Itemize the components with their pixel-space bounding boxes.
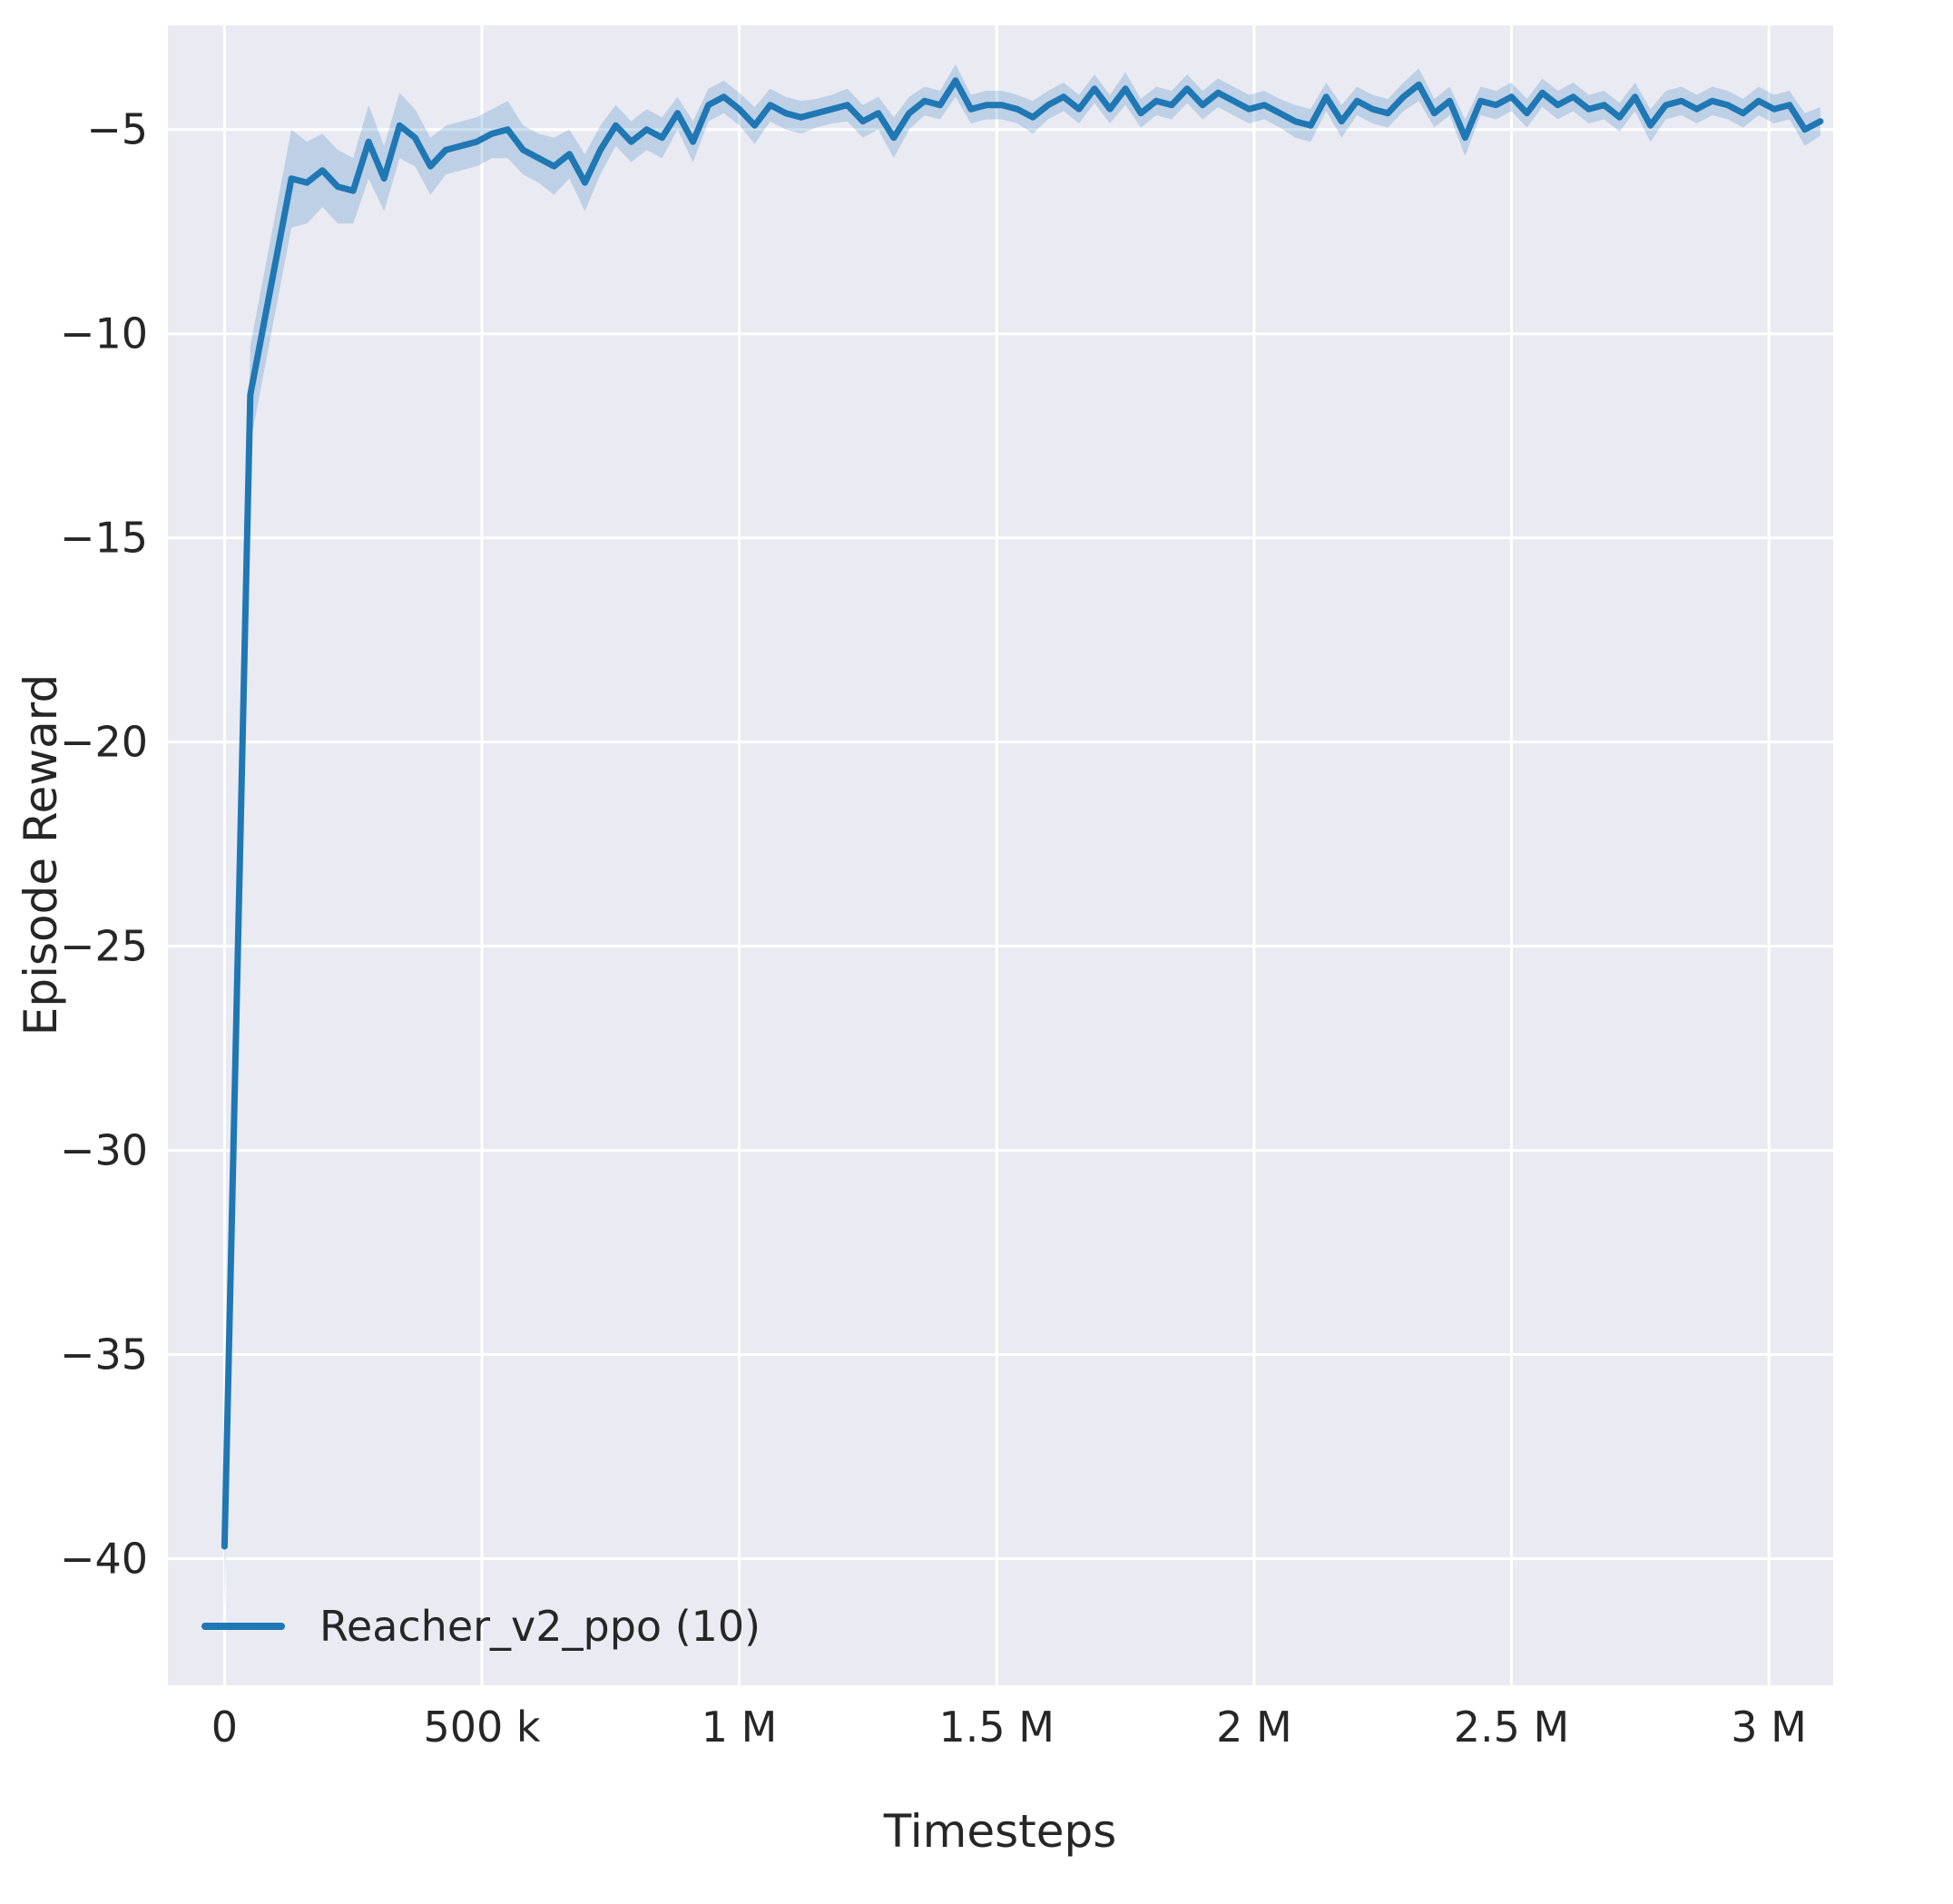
x-tick-label: 1 M [702, 1703, 778, 1752]
x-axis-label: Timesteps [883, 1805, 1117, 1858]
y-tick-label: −30 [60, 1126, 148, 1175]
x-tick-label: 500 k [423, 1703, 540, 1752]
x-tick-label: 2 M [1216, 1703, 1292, 1752]
y-tick-label: −35 [60, 1330, 148, 1379]
x-tick-label: 0 [211, 1703, 238, 1752]
y-tick-label: −5 [86, 105, 148, 154]
series-line [221, 77, 1824, 1550]
y-tick-label: −10 [60, 309, 148, 358]
legend-label: Reacher_v2_ppo (10) [319, 1602, 761, 1651]
x-tick-label: 3 M [1731, 1703, 1807, 1752]
y-tick-label: −20 [60, 718, 148, 767]
x-tick-label: 2.5 M [1454, 1703, 1569, 1752]
legend-line-swatch [201, 1623, 285, 1630]
legend: Reacher_v2_ppo (10) [201, 1597, 761, 1655]
y-tick-label: −40 [60, 1535, 148, 1584]
y-axis-label: Episode Reward [15, 673, 67, 1036]
y-tick-label: −25 [60, 922, 148, 971]
plot-area [168, 25, 1833, 1685]
x-tick-label: 1.5 M [938, 1703, 1054, 1752]
y-tick-label: −15 [60, 514, 148, 563]
